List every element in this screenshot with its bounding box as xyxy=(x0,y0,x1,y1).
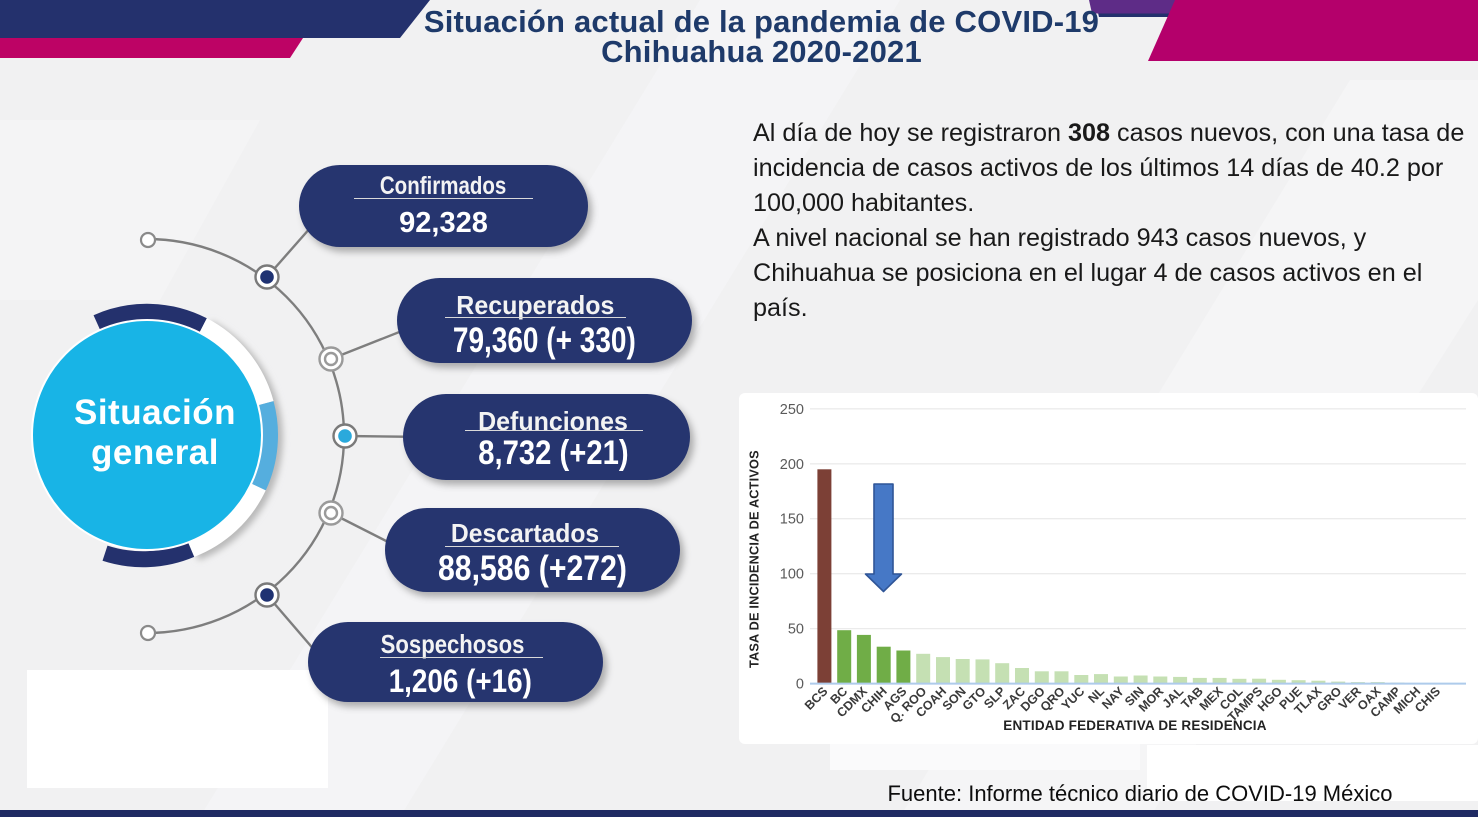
svg-text:250: 250 xyxy=(780,402,804,418)
svg-text:150: 150 xyxy=(780,512,804,528)
svg-text:TASA DE INCIDENCIA DE ACTIVOS: TASA DE INCIDENCIA DE ACTIVOS xyxy=(748,450,762,668)
svg-text:100: 100 xyxy=(780,567,804,583)
svg-text:50: 50 xyxy=(788,622,804,638)
svg-text:Situación: Situación xyxy=(74,393,236,432)
svg-text:0: 0 xyxy=(796,677,804,693)
svg-text:ENTIDAD FEDERATIVA DE RESIDENC: ENTIDAD FEDERATIVA DE RESIDENCIA xyxy=(1003,718,1266,733)
svg-text:200: 200 xyxy=(780,457,804,473)
svg-text:general: general xyxy=(91,433,219,472)
